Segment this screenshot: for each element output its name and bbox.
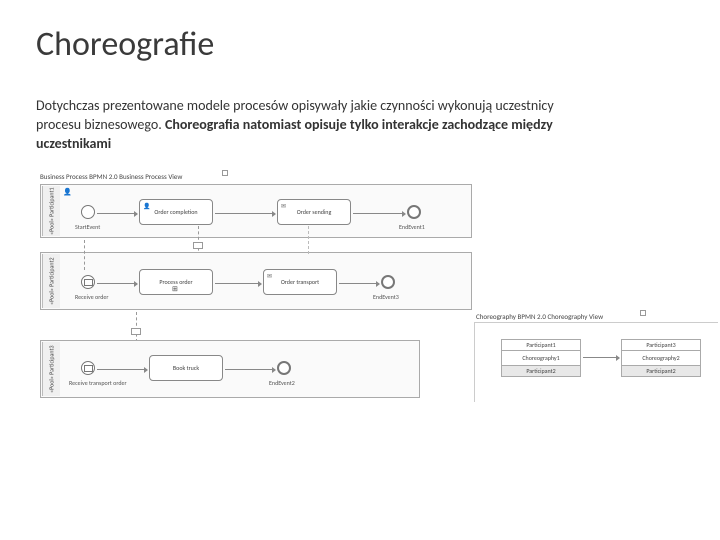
end-event1 xyxy=(407,205,421,219)
expand-icon xyxy=(222,170,228,176)
seq-arrow xyxy=(97,213,137,214)
body-paragraph: Dotychczas prezentowane modele procesów … xyxy=(36,97,556,154)
task-label: Order transport xyxy=(281,278,319,286)
pool-participant2: «Pool» Participant2 Receive order Proces… xyxy=(40,252,472,310)
task-order-transport: ✉ Order transport xyxy=(263,269,337,295)
start-event-label: StartEvent xyxy=(75,223,100,231)
seq-arrow xyxy=(339,283,379,284)
seq-arrow xyxy=(97,283,137,284)
choreo2-top: Participant3 xyxy=(622,340,700,351)
user-task-icon: 👤 xyxy=(143,202,150,210)
end-event2-label: EndEvent2 xyxy=(269,379,295,387)
seq-arrow xyxy=(583,357,619,358)
diagram-area: Business Process BPMN 2.0 Business Proce… xyxy=(36,172,684,452)
choreo-header-label: Choreography BPMN 2.0 Choreography View xyxy=(476,312,603,321)
seq-arrow xyxy=(353,213,405,214)
receive-order-event xyxy=(81,275,95,289)
task-label: Order completion xyxy=(154,208,197,216)
seq-arrow xyxy=(225,369,275,370)
receive-transport-label: Receive transport order xyxy=(69,379,127,387)
task-label: Order sending xyxy=(297,208,332,216)
pool-participant1: «Pool» Participant1 👤 StartEvent 👤 Order… xyxy=(40,184,472,238)
pool-participant3: «Pool» Participant3 Receive transport or… xyxy=(40,340,420,398)
bp-header-label: Business Process BPMN 2.0 Business Proce… xyxy=(40,172,182,181)
pool1-label: «Pool» Participant1 xyxy=(42,186,60,236)
task-process-order: Process order ⊞ xyxy=(139,269,213,295)
choreo-task2: Participant3 Choreography2 Participant2 xyxy=(621,339,701,377)
pool3-label: «Pool» Participant3 xyxy=(42,342,60,396)
start-event xyxy=(81,205,95,219)
message-flow xyxy=(136,312,137,342)
choreo1-top: Participant1 xyxy=(502,340,580,351)
choreo-task1: Participant1 Choreography1 Participant2 xyxy=(501,339,581,377)
send-icon: ✉ xyxy=(267,272,272,280)
page-title: Choreografie xyxy=(36,24,684,65)
task-order-completion: 👤 Order completion xyxy=(139,199,213,225)
end-event3 xyxy=(381,275,395,289)
seq-arrow xyxy=(97,369,147,370)
choreo1-mid: Choreography1 xyxy=(502,351,580,365)
choreo-container: Participant1 Choreography1 Participant2 … xyxy=(474,322,718,402)
task-order-sending: ✉ Order sending xyxy=(277,199,351,225)
choreo2-mid: Choreography2 xyxy=(622,351,700,365)
message-flow xyxy=(308,226,309,254)
user-icon: 👤 xyxy=(63,187,72,196)
choreo2-bot: Participant2 xyxy=(622,365,700,376)
subprocess-icon: ⊞ xyxy=(172,284,178,293)
send-icon: ✉ xyxy=(281,202,286,210)
pool2-label: «Pool» Participant2 xyxy=(42,254,60,308)
message-icon xyxy=(131,328,141,335)
choreo1-bot: Participant2 xyxy=(502,365,580,376)
message-flow xyxy=(84,240,85,270)
receive-order-label: Receive order xyxy=(75,293,108,301)
message-icon xyxy=(193,242,203,249)
task-label: Book truck xyxy=(173,364,199,372)
end-event3-label: EndEvent3 xyxy=(373,293,399,301)
task-book-truck: Book truck xyxy=(149,355,223,381)
expand-icon xyxy=(640,310,646,316)
seq-arrow xyxy=(215,283,261,284)
seq-arrow xyxy=(215,213,275,214)
receive-transport-event xyxy=(81,361,95,375)
end-event1-label: EndEvent1 xyxy=(399,223,425,231)
end-event2 xyxy=(277,361,291,375)
